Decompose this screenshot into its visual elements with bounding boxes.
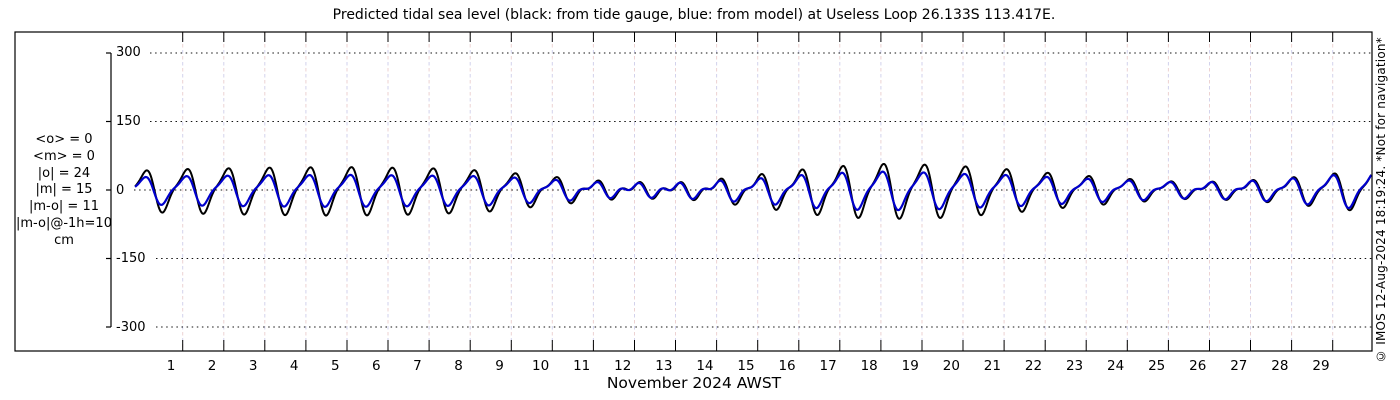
x-tick-label: 23 <box>1065 358 1084 374</box>
stat-mean-model: <m> = 0 <box>33 148 95 164</box>
y-tick-label: 300 <box>116 45 141 61</box>
x-tick-label: 20 <box>942 358 960 374</box>
y-tick-label: -300 <box>116 319 146 335</box>
x-tick-label: 7 <box>413 358 422 374</box>
watermark-text: © IMOS 12-Aug-2024 18:19:24. *Not for na… <box>1374 37 1388 363</box>
x-tick-label: 13 <box>655 358 673 374</box>
x-tick-label: 28 <box>1271 358 1289 374</box>
x-axis-title: November 2024 AWST <box>606 374 782 392</box>
y-tick-label: 150 <box>116 113 141 129</box>
x-tick-label: 11 <box>573 358 591 374</box>
x-tick-label: 18 <box>860 358 878 374</box>
x-tick-label: 9 <box>495 358 504 374</box>
x-tick-label: 26 <box>1189 358 1207 374</box>
stat-diff-lag: |m-o|@-1h=10 <box>16 215 112 231</box>
x-tick-label: 29 <box>1312 358 1330 374</box>
x-tick-label: 5 <box>330 358 340 374</box>
x-tick-label: 21 <box>983 358 1001 374</box>
x-tick-label: 14 <box>696 358 714 374</box>
plot-frame <box>14 31 1373 352</box>
stats-block: <o> = 0 <m> = 0 |o| = 24 |m| = 15 |m-o| … <box>8 132 120 250</box>
chart-title: Predicted tidal sea level (black: from t… <box>332 7 1056 23</box>
curve-observed-tide-gauge <box>134 162 1372 220</box>
x-tick-label: 19 <box>901 358 919 374</box>
stat-mean-abs-model: |m| = 15 <box>35 182 93 198</box>
x-tick-label: 24 <box>1107 358 1125 374</box>
x-tick-label: 1 <box>166 358 176 374</box>
x-tick-label: 2 <box>207 358 217 374</box>
x-tick-label: 17 <box>819 358 837 374</box>
x-tick-label: 12 <box>614 358 632 374</box>
stat-mean-abs-diff: |m-o| = 11 <box>28 199 99 215</box>
curve-model <box>134 170 1372 212</box>
x-tick-label: 10 <box>532 358 550 374</box>
y-tick-label: 0 <box>116 182 125 198</box>
x-tick-label: 4 <box>289 358 299 374</box>
x-tick-label: 6 <box>372 358 381 374</box>
x-tick-label: 27 <box>1230 358 1248 374</box>
x-tick-label: 15 <box>737 358 755 374</box>
x-tick-label: 8 <box>454 358 463 374</box>
x-tick-label: 22 <box>1024 358 1043 374</box>
x-tick-label: 25 <box>1148 358 1166 374</box>
stat-mean-abs-obs: |o| = 24 <box>37 165 91 181</box>
x-tick-label: 3 <box>248 358 258 374</box>
y-tick-label: -150 <box>116 251 146 266</box>
x-tick-label: 16 <box>778 358 796 374</box>
stat-unit: cm <box>54 232 74 248</box>
stat-mean-obs: <o> = 0 <box>35 132 93 147</box>
